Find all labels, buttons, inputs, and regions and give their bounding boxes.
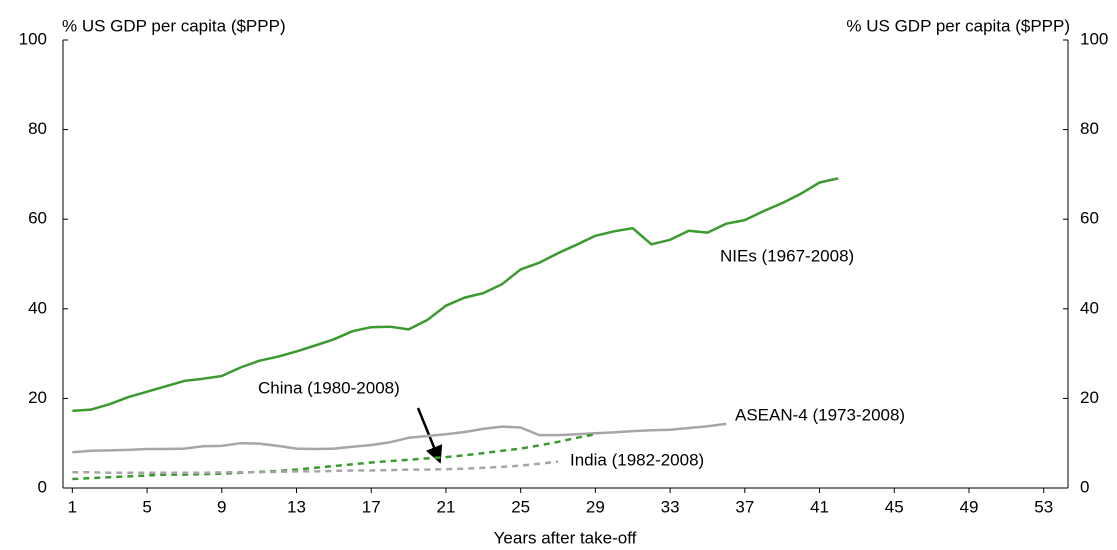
series-label: NIEs (1967-2008) xyxy=(720,246,854,265)
y-tick-label: 40 xyxy=(28,298,47,317)
x-tick-label: 9 xyxy=(217,497,226,516)
x-tick-label: 33 xyxy=(661,497,680,516)
series-label: ASEAN-4 (1973-2008) xyxy=(735,405,905,424)
x-tick-label: 29 xyxy=(586,497,605,516)
y-tick-label: 0 xyxy=(38,477,47,496)
y2-tick-label: 20 xyxy=(1080,388,1099,407)
x-tick-label: 45 xyxy=(885,497,904,516)
y-tick-label: 60 xyxy=(28,209,47,228)
y2-tick-label: 80 xyxy=(1080,119,1099,138)
x-tick-label: 49 xyxy=(960,497,979,516)
y2-axis-label: % US GDP per capita ($PPP) xyxy=(846,16,1070,35)
series-label: India (1982-2008) xyxy=(570,450,704,469)
x-tick-label: 5 xyxy=(142,497,151,516)
x-tick-label: 53 xyxy=(1034,497,1053,516)
x-tick-label: 41 xyxy=(810,497,829,516)
y2-tick-label: 0 xyxy=(1080,477,1089,496)
x-tick-label: 21 xyxy=(436,497,455,516)
x-tick-label: 37 xyxy=(735,497,754,516)
y-tick-label: 20 xyxy=(28,388,47,407)
x-tick-label: 13 xyxy=(287,497,306,516)
y2-tick-label: 100 xyxy=(1080,29,1108,48)
y-axis-label: % US GDP per capita ($PPP) xyxy=(62,16,286,35)
series-line xyxy=(72,177,839,413)
series-line xyxy=(72,422,727,454)
x-tick-label: 17 xyxy=(362,497,381,516)
x-tick-label: 1 xyxy=(68,497,77,516)
series-line xyxy=(72,460,559,475)
x-axis-label: Years after take-off xyxy=(494,528,637,547)
y-tick-label: 80 xyxy=(28,119,47,138)
y2-tick-label: 40 xyxy=(1080,298,1099,317)
series-label: China (1980-2008) xyxy=(258,378,400,397)
x-tick-label: 25 xyxy=(511,497,530,516)
y-tick-label: 100 xyxy=(19,29,47,48)
y2-tick-label: 60 xyxy=(1080,209,1099,228)
